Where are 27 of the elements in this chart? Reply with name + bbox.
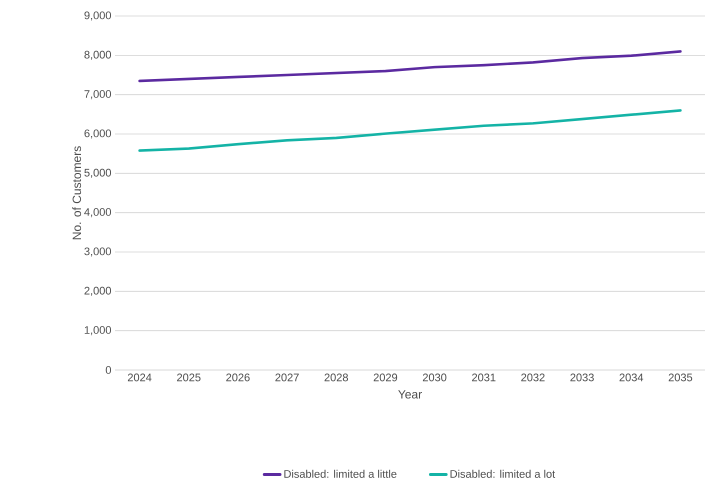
y-tick-label: 5,000: [84, 168, 112, 178]
y-tick-label: 3,000: [84, 247, 112, 257]
line-series: [138, 109, 682, 152]
x-tick-label: 2028: [324, 374, 348, 382]
y-tick-label: 8,000: [84, 50, 112, 60]
y-tick-label: 0: [106, 366, 112, 374]
x-tick-label: 2030: [422, 374, 446, 382]
x-tick-label: 2035: [668, 374, 692, 382]
x-tick-label: 2024: [128, 374, 152, 382]
legend-label: Disabled: limited a little: [284, 470, 396, 478]
x-tick-label: 2031: [472, 374, 496, 382]
y-axis-title: No. of Customers: [72, 146, 82, 240]
x-tick-label: 2032: [521, 374, 545, 382]
x-tick-label: 2026: [226, 374, 250, 382]
x-tick-label: 2034: [620, 374, 644, 382]
y-tick-label: 1,000: [84, 326, 112, 336]
y-tick-label: 4,000: [84, 208, 112, 218]
x-tick-label: 2033: [570, 374, 594, 382]
y-tick-label: 6,000: [84, 129, 112, 139]
y-tick-label: 2,000: [84, 286, 112, 296]
x-tick-label: 2029: [374, 374, 398, 382]
y-tick-label: 7,000: [84, 90, 112, 100]
y-tick-label: 9,000: [84, 11, 112, 21]
x-axis-title: Year: [398, 390, 422, 399]
x-tick-label: 2027: [275, 374, 299, 382]
legend-label: Disabled: limited a lot: [450, 470, 556, 478]
x-tick-label: 2025: [177, 374, 201, 382]
